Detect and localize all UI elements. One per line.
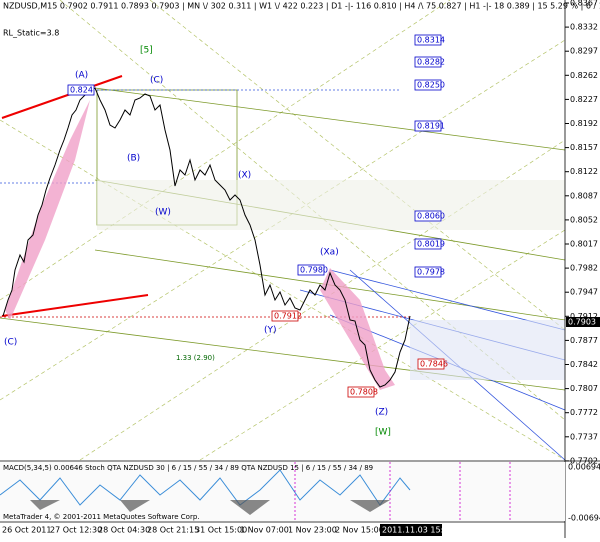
level-label: 0.824 — [70, 86, 93, 95]
level-box — [414, 79, 442, 91]
price-label: 0.8227 — [570, 95, 598, 104]
current-price: 0.7903 — [568, 318, 596, 327]
price-label: 0.8332 — [570, 23, 598, 32]
wave-label: (C) — [4, 338, 17, 348]
indicator-bottom: -0.00694 — [568, 514, 600, 523]
level-label: 0.8191 — [417, 122, 445, 131]
price-label: 0.7702 — [570, 456, 598, 465]
level-box — [347, 386, 375, 398]
price-label: 0.7842 — [570, 360, 598, 369]
static-label: RL_Static=3.8 — [3, 29, 59, 38]
price-label: 0.7877 — [570, 336, 598, 345]
price-label: 0.8087 — [570, 191, 598, 200]
wave-label: (Y) — [264, 326, 277, 336]
price-label: 0.8052 — [570, 215, 598, 224]
price-label: 0.7912 — [570, 312, 598, 321]
level-label: 0.7980 — [300, 266, 328, 275]
indicator-header: MACD(5,34,5) 0.00646 Stoch QTA NZDUSD 30… — [3, 464, 373, 472]
time-label: 31 Oct 15:00 — [195, 526, 247, 535]
current-time-box — [380, 524, 442, 536]
price-label: 0.7772 — [570, 408, 598, 417]
level-label: 0.8060 — [417, 212, 445, 221]
level-box — [414, 56, 442, 68]
wave-label: (C) — [150, 76, 163, 86]
price-label: 0.8122 — [570, 167, 598, 176]
wave-label: (Z) — [375, 408, 388, 418]
level-label: 0.7978 — [417, 268, 445, 277]
time-label: 1 Nov 23:00 — [288, 526, 337, 535]
current-time: 2011.11.03 15:11 — [382, 526, 453, 535]
level-label: 0.7846 — [420, 360, 448, 369]
wave-label: 1.33 (2.90) — [176, 354, 215, 362]
level-box — [414, 34, 442, 46]
level-label: 0.7912 — [274, 312, 302, 321]
time-label: 26 Oct 2011 — [2, 526, 51, 535]
price-label: 0.7737 — [570, 432, 598, 441]
level-box — [414, 238, 442, 250]
wave-label: (Xa) — [320, 248, 339, 258]
price-label: 0.8157 — [570, 143, 598, 152]
time-label: 27 Oct 12:30 — [50, 526, 102, 535]
level-label: 0.8282 — [417, 58, 445, 67]
wave-label: (B) — [127, 154, 140, 164]
current-price-box — [566, 317, 600, 327]
wave-label: [5] — [140, 46, 153, 56]
level-box — [414, 266, 442, 278]
time-label: 28 Oct 21:15 — [147, 526, 199, 535]
level-label: 0.8250 — [417, 81, 445, 90]
price-label: 0.8192 — [570, 119, 598, 128]
level-box — [271, 310, 299, 322]
wave-label: (A) — [75, 71, 88, 81]
level-label: 0.8314 — [417, 36, 445, 45]
wave-label: (X) — [238, 171, 251, 181]
price-label: 0.7947 — [570, 288, 598, 297]
header-info: NZDUSD,M15 0.7902 0.7911 0.7893 0.7903 |… — [3, 2, 600, 11]
level-label: 0.8019 — [417, 240, 445, 249]
level-box — [417, 358, 445, 370]
time-label: 1 Nov 07:00 — [240, 526, 289, 535]
level-box — [414, 120, 442, 132]
level-box — [297, 264, 325, 276]
price-label: 0.8367 — [570, 0, 598, 8]
time-label: 28 Oct 04:30 — [98, 526, 150, 535]
wave-label: [W] — [375, 428, 391, 438]
price-label: 0.7982 — [570, 264, 598, 273]
level-box — [67, 84, 95, 96]
wave-label: (W) — [155, 208, 171, 218]
level-box — [414, 210, 442, 222]
time-label: 2 Nov 15:00 — [335, 526, 384, 535]
footer: MetaTrader 4, © 2001-2011 MetaQuotes Sof… — [3, 513, 200, 521]
indicator-top: 0.00694 — [568, 463, 600, 472]
price-label: 0.8297 — [570, 47, 598, 56]
price-label: 0.7807 — [570, 384, 598, 393]
price-label: 0.8017 — [570, 240, 598, 249]
price-label: 0.8262 — [570, 71, 598, 80]
level-label: 0.7808 — [350, 388, 378, 397]
